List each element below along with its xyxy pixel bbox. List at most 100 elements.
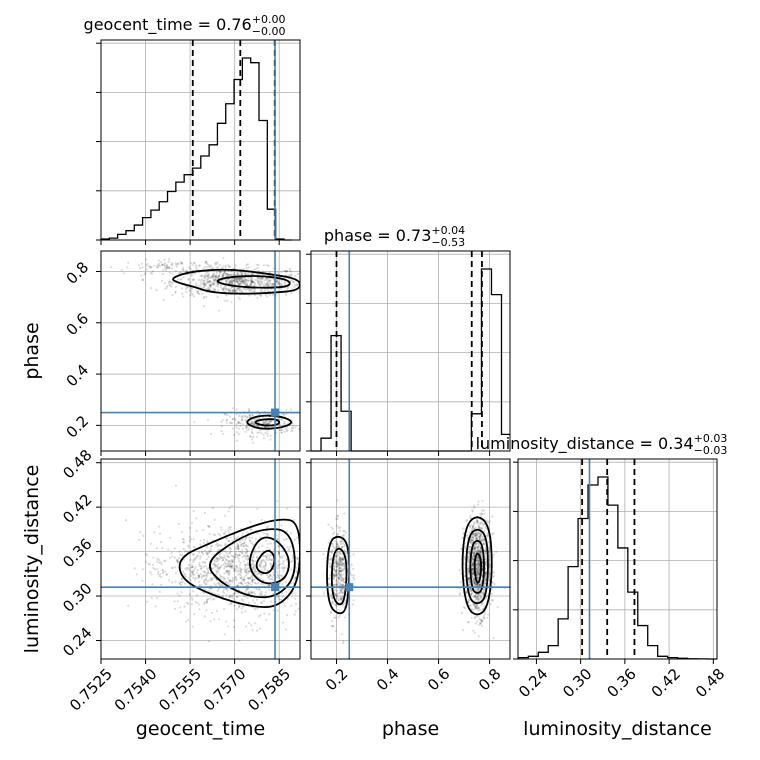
sample-point bbox=[204, 283, 208, 286]
sample-point bbox=[252, 543, 255, 546]
sample-point bbox=[210, 550, 213, 553]
sample-point bbox=[161, 263, 164, 266]
sample-point bbox=[282, 563, 285, 566]
sample-point bbox=[221, 288, 224, 291]
sample-point bbox=[486, 616, 489, 619]
sample-point bbox=[294, 592, 297, 595]
sample-point bbox=[483, 530, 486, 533]
sample-point bbox=[267, 279, 270, 283]
sample-point bbox=[478, 607, 481, 610]
sample-point bbox=[483, 587, 486, 591]
sample-point bbox=[338, 576, 341, 580]
sample-point bbox=[478, 526, 481, 530]
sample-point bbox=[189, 294, 192, 297]
sample-point bbox=[225, 587, 228, 590]
sample-point bbox=[476, 535, 479, 538]
sample-point bbox=[476, 572, 479, 575]
sample-point bbox=[197, 278, 200, 281]
sample-point bbox=[246, 287, 249, 290]
sample-point bbox=[217, 276, 220, 279]
sample-point bbox=[223, 567, 226, 570]
sample-point bbox=[169, 271, 172, 274]
sample-point bbox=[477, 566, 480, 569]
sample-point bbox=[239, 422, 242, 425]
sample-point bbox=[197, 574, 200, 577]
sample-point bbox=[205, 601, 208, 604]
sample-point bbox=[226, 413, 229, 417]
sample-point bbox=[230, 564, 233, 568]
sample-point bbox=[256, 532, 259, 535]
sample-point bbox=[237, 421, 240, 424]
sample-point bbox=[251, 562, 254, 566]
sample-point bbox=[251, 579, 254, 582]
sample-point bbox=[335, 563, 338, 566]
sample-point bbox=[199, 285, 202, 289]
sample-point bbox=[477, 588, 480, 591]
sample-point bbox=[241, 552, 244, 555]
sample-point bbox=[329, 565, 332, 569]
sample-point bbox=[478, 562, 481, 565]
x-tick-label: 0.42 bbox=[648, 665, 684, 701]
sample-point bbox=[233, 570, 236, 573]
x-axis-label-geocent_time: geocent_time bbox=[136, 718, 265, 740]
sample-point bbox=[342, 573, 345, 576]
scatter-panel-geocent_time-luminosity_distance bbox=[96, 458, 309, 664]
sample-point bbox=[283, 420, 286, 423]
sample-point bbox=[252, 555, 255, 559]
sample-point bbox=[228, 569, 231, 573]
sample-point bbox=[462, 628, 465, 632]
sample-point bbox=[472, 537, 475, 540]
sample-point bbox=[482, 538, 485, 541]
sample-point bbox=[225, 280, 228, 283]
sample-point bbox=[168, 556, 172, 559]
sample-point bbox=[304, 515, 306, 517]
sample-point bbox=[214, 278, 217, 281]
sample-point bbox=[169, 281, 172, 284]
sample-point bbox=[203, 295, 206, 298]
sample-point bbox=[242, 542, 245, 545]
sample-point bbox=[307, 573, 309, 575]
sample-point bbox=[212, 278, 215, 281]
sample-point bbox=[240, 288, 243, 291]
sample-point bbox=[338, 566, 341, 570]
sample-point bbox=[475, 582, 478, 586]
sample-point bbox=[241, 277, 244, 280]
sample-point bbox=[483, 604, 486, 608]
sample-point bbox=[246, 554, 249, 558]
sample-point bbox=[257, 546, 260, 549]
sample-point bbox=[235, 595, 238, 598]
sample-point bbox=[228, 566, 231, 569]
panel-title-luminosity_distance: luminosity_distance = 0.34+0.03 bbox=[476, 432, 728, 454]
sample-point bbox=[342, 592, 345, 595]
sample-point bbox=[204, 273, 207, 276]
sample-point bbox=[483, 588, 486, 592]
sample-point bbox=[472, 629, 475, 632]
sample-point bbox=[477, 559, 480, 563]
sample-point bbox=[260, 592, 263, 595]
sample-point bbox=[331, 619, 334, 623]
sample-point bbox=[227, 273, 230, 276]
sample-point bbox=[475, 569, 478, 572]
sample-point bbox=[333, 575, 336, 578]
sample-point bbox=[239, 277, 242, 280]
sample-point bbox=[232, 554, 235, 558]
sample-point bbox=[256, 278, 259, 282]
sample-point bbox=[339, 598, 342, 601]
sample-point bbox=[234, 555, 237, 559]
sample-point bbox=[336, 576, 340, 580]
sample-point bbox=[210, 283, 213, 286]
sample-point bbox=[208, 550, 212, 553]
panel-background bbox=[311, 459, 510, 659]
sample-point bbox=[343, 545, 346, 548]
sample-point bbox=[471, 571, 474, 575]
sample-point bbox=[234, 553, 237, 556]
sample-point bbox=[327, 541, 330, 544]
sample-point bbox=[245, 427, 248, 430]
sample-point bbox=[206, 263, 209, 266]
sample-point bbox=[267, 584, 270, 587]
sample-point bbox=[230, 602, 233, 605]
sample-point bbox=[476, 556, 479, 559]
sample-point bbox=[247, 577, 250, 580]
sample-point bbox=[473, 554, 476, 558]
sample-point bbox=[265, 555, 268, 558]
